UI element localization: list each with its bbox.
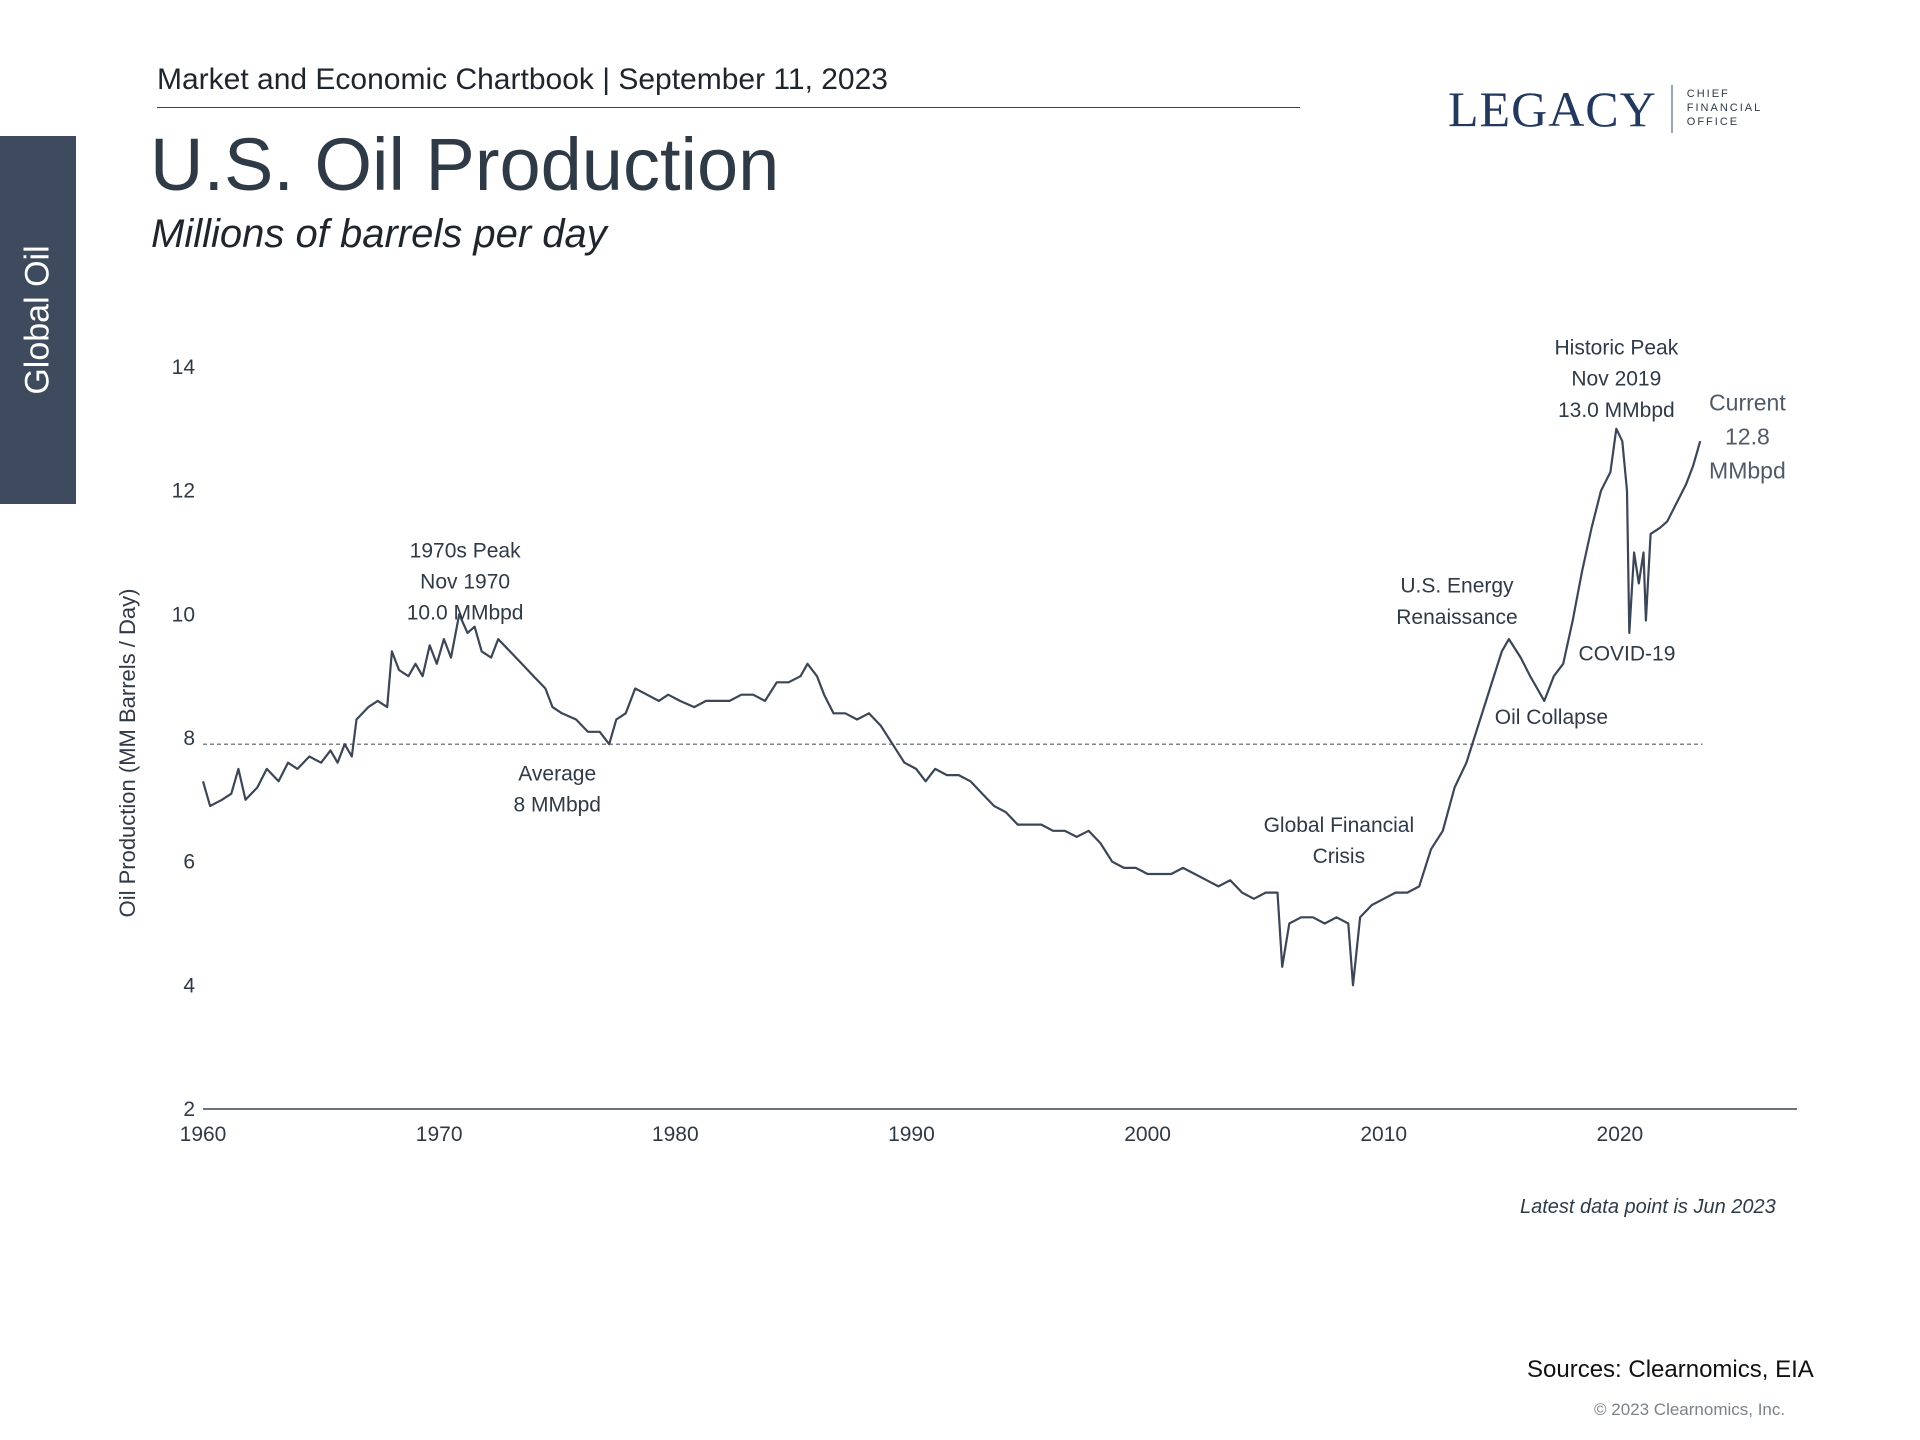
annotation-gfc: Global Financial [1264, 814, 1415, 837]
logo-divider [1670, 85, 1673, 133]
annotation-historic-peak: Historic Peak [1554, 337, 1678, 360]
x-tick-label: 2020 [1597, 1123, 1644, 1146]
page-subtitle: Millions of barrels per day [151, 212, 607, 256]
side-tab [0, 136, 76, 504]
logo-subtitle: CHIEF FINANCIAL OFFICE [1687, 88, 1762, 129]
annotation-peak-1970: Nov 1970 [420, 571, 510, 594]
x-tick-label: 1990 [888, 1123, 935, 1146]
x-tick-label: 2010 [1360, 1123, 1407, 1146]
x-tick-label: 1960 [180, 1123, 227, 1146]
logo-sub-line-1: CHIEF [1686, 88, 1730, 101]
annotation-covid: COVID-19 [1579, 643, 1676, 666]
y-tick-label: 6 [183, 851, 195, 874]
annotation-historic-peak: Nov 2019 [1571, 368, 1661, 391]
y-tick-label: 8 [183, 727, 195, 750]
annotation-peak-1970: 10.0 MMbpd [407, 602, 524, 625]
x-tick-label: 1970 [416, 1123, 463, 1146]
x-tick-label: 2000 [1124, 1123, 1171, 1146]
annotation-current: 12.8 [1725, 423, 1770, 449]
legacy-logo: LEGACY CHIEF FINANCIAL OFFICE [1448, 84, 1762, 134]
header-divider [157, 107, 1300, 108]
annotation-current: Current [1709, 389, 1786, 415]
logo-wordmark: LEGACY [1448, 81, 1657, 137]
logo-sub-line-2: FINANCIAL [1686, 102, 1763, 115]
annotation-average: 8 MMbpd [513, 794, 601, 817]
production-series-line [201, 427, 1702, 987]
annotation-oil-collapse: Oil Collapse [1495, 706, 1608, 729]
y-tick-label: 2 [183, 1098, 195, 1121]
y-axis-title: Oil Production (MM Barrels / Day) [115, 589, 140, 918]
annotation-energy-renaissance: U.S. Energy [1400, 575, 1514, 598]
logo-sub-line-3: OFFICE [1686, 115, 1740, 128]
sources-line: Sources: Clearnomics, EIA [1527, 1356, 1814, 1383]
y-tick-label: 12 [172, 480, 195, 503]
annotation-gfc: Crisis [1313, 845, 1366, 868]
chartbook-header: Market and Economic Chartbook | Septembe… [157, 63, 888, 96]
annotation-current: MMbpd [1709, 457, 1786, 483]
y-tick-label: 4 [183, 974, 195, 997]
y-tick-label: 14 [172, 356, 196, 379]
page-title: U.S. Oil Production [150, 123, 780, 206]
y-tick-label: 10 [172, 603, 195, 626]
x-tick-label: 1980 [652, 1123, 699, 1146]
annotation-average: Average [518, 763, 596, 786]
latest-data-note: Latest data point is Jun 2023 [1520, 1196, 1776, 1218]
annotation-energy-renaissance: Renaissance [1396, 606, 1517, 629]
annotation-peak-1970: 1970s Peak [410, 539, 521, 562]
copyright-line: © 2023 Clearnomics, Inc. [1594, 1400, 1786, 1419]
annotation-historic-peak: 13.0 MMbpd [1558, 399, 1675, 422]
